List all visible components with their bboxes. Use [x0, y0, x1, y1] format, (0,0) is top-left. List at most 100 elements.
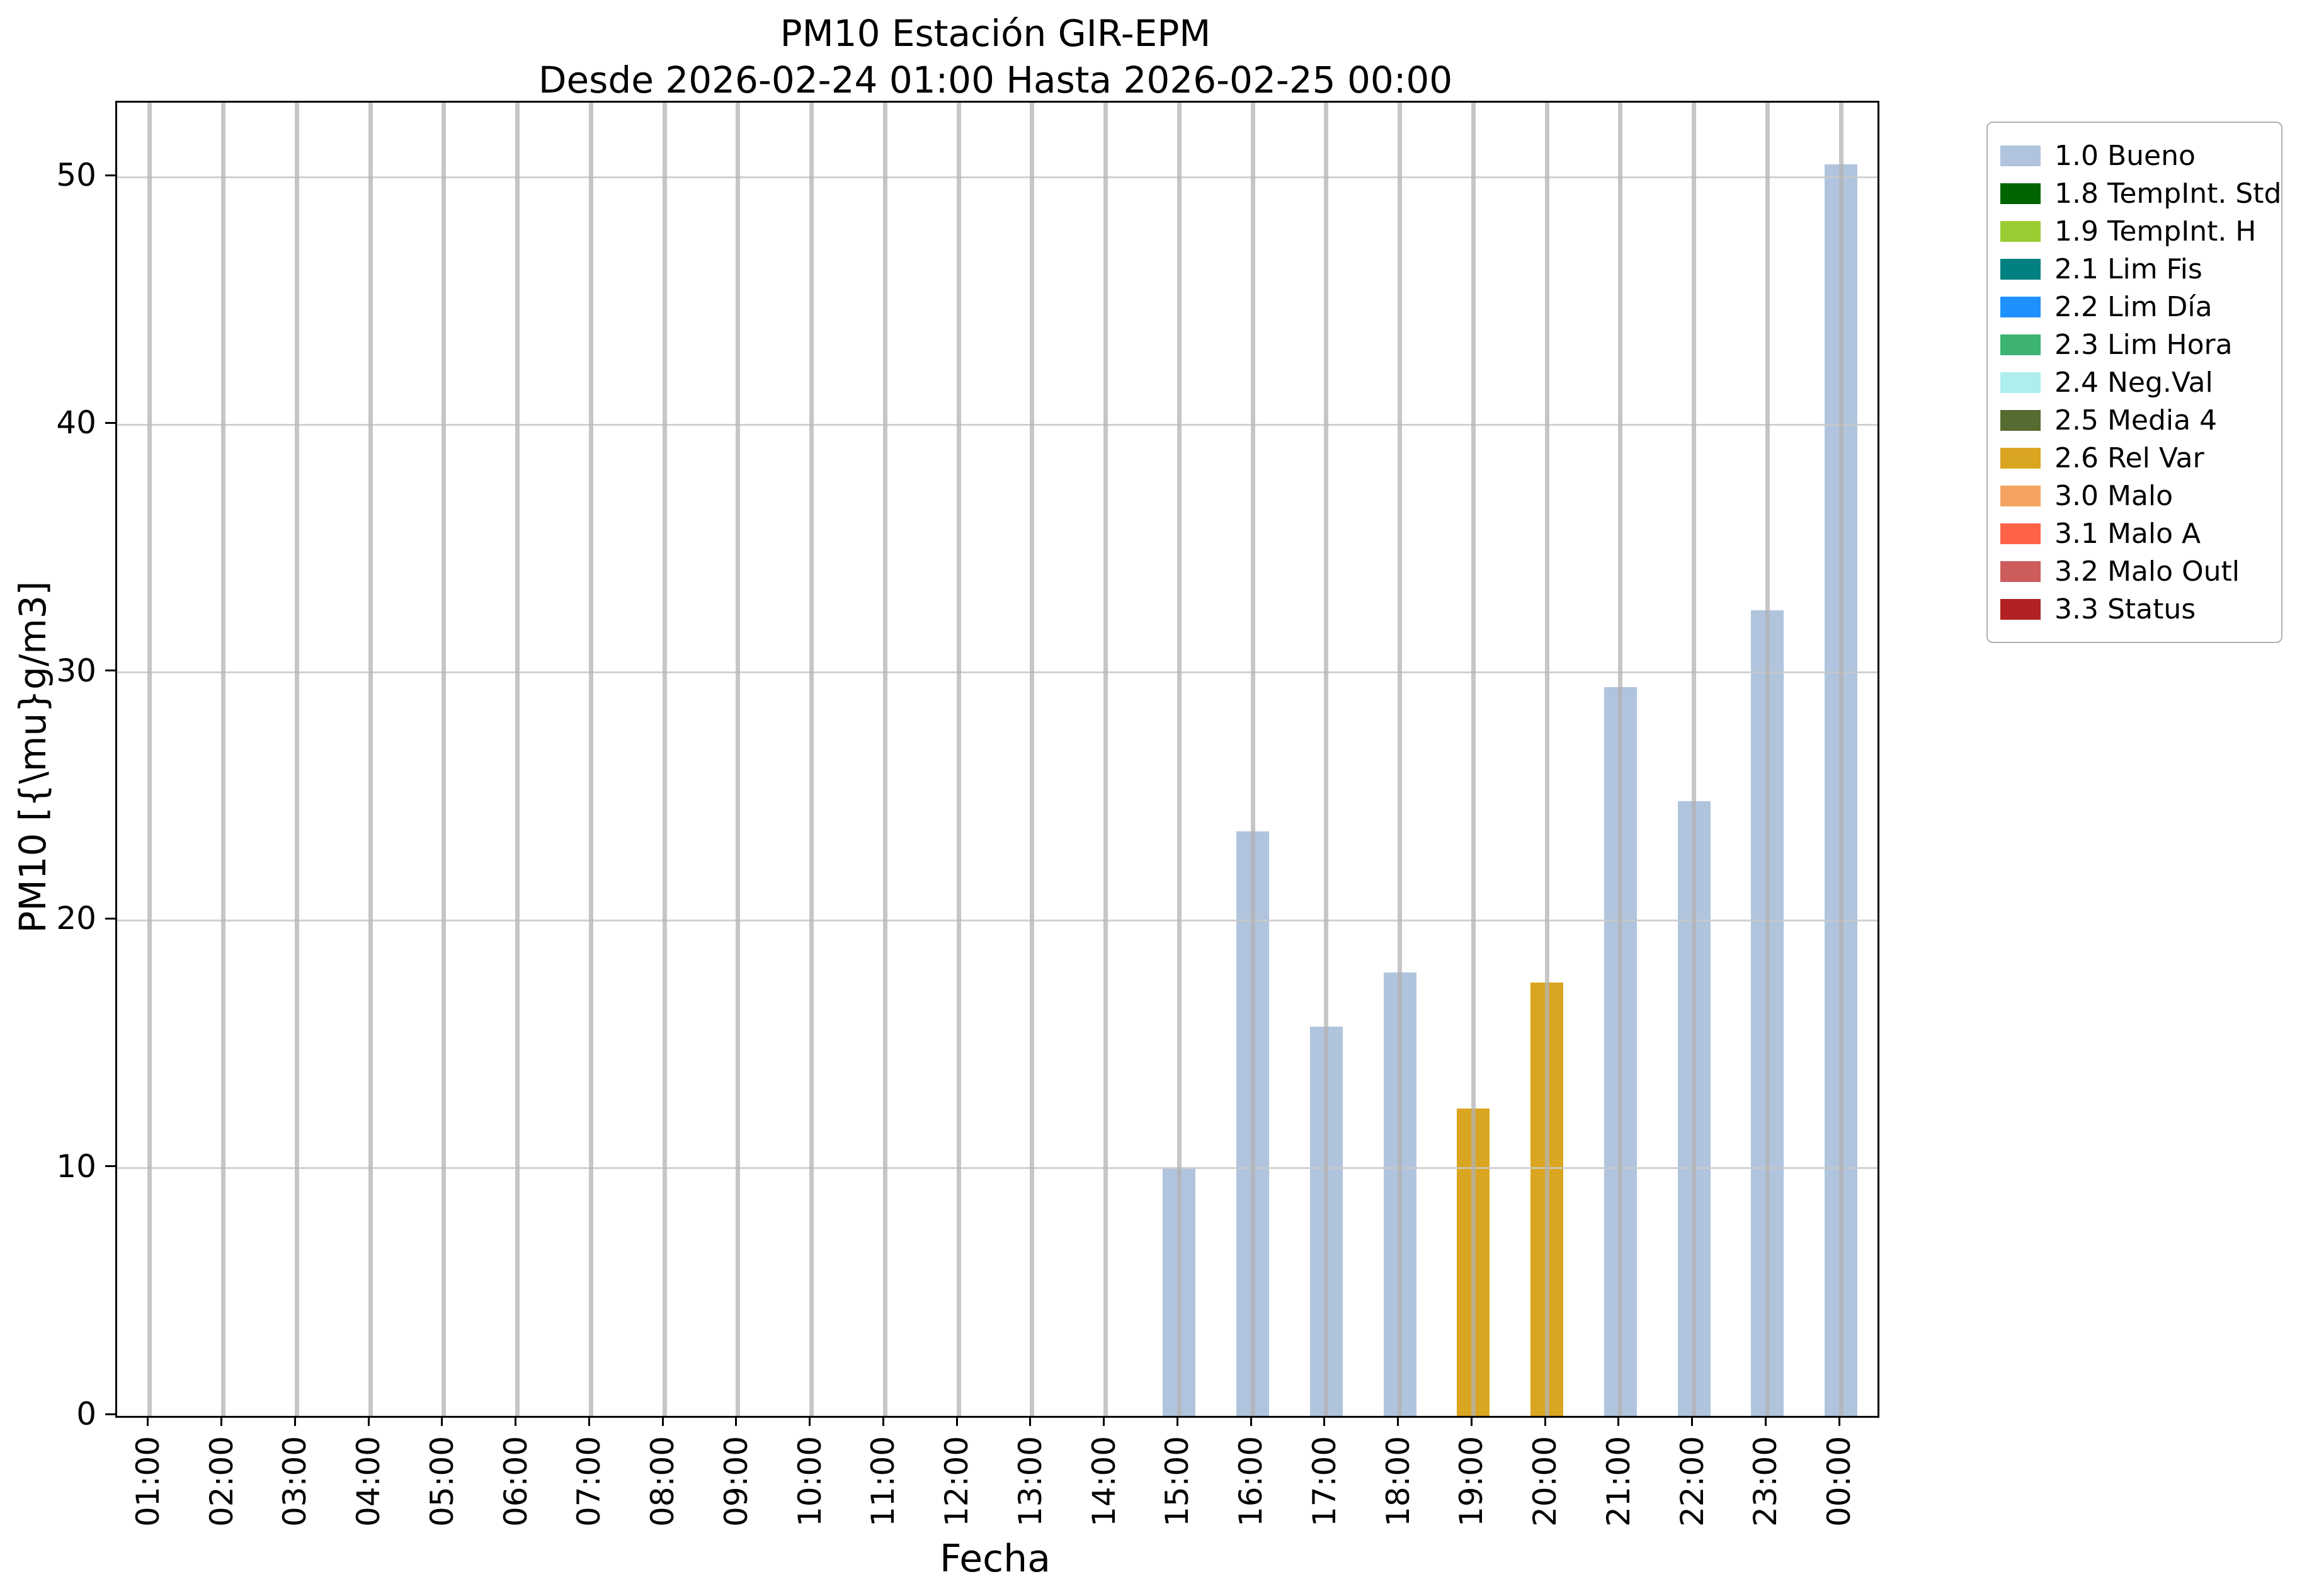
legend-color-patch [2000, 183, 2041, 204]
legend-item: 3.0 Malo [2000, 477, 2269, 515]
gridline-v-21:00 [1618, 103, 1623, 1416]
gridline-h-50 [117, 176, 1877, 178]
legend-item: 1.9 TempInt. H [2000, 212, 2269, 250]
gridline-v-10:00 [809, 103, 814, 1416]
x-tick-mark [1029, 1416, 1032, 1426]
x-axis-label: Fecha [940, 1537, 1051, 1581]
legend-item: 1.0 Bueno [2000, 137, 2269, 174]
y-tick-mark [105, 917, 115, 920]
legend-label: 3.0 Malo [2054, 479, 2174, 512]
x-tick-mark [588, 1416, 590, 1426]
gridline-v-09:00 [736, 103, 741, 1416]
gridline-v-11:00 [882, 103, 887, 1416]
x-tick-label-00:00: 00:00 [1821, 1435, 1858, 1527]
x-tick-mark [809, 1416, 811, 1426]
legend-item: 3.1 Malo A [2000, 515, 2269, 552]
legend-item: 2.6 Rel Var [2000, 439, 2269, 477]
x-tick-mark [147, 1416, 149, 1426]
legend-item: 2.1 Lim Fis [2000, 250, 2269, 288]
x-tick-mark [1838, 1416, 1840, 1426]
x-tick-label-23:00: 23:00 [1747, 1435, 1784, 1527]
x-tick-label-11:00: 11:00 [865, 1435, 902, 1527]
x-tick-label-14:00: 14:00 [1085, 1435, 1122, 1527]
gridline-v-20:00 [1544, 103, 1549, 1416]
x-tick-mark [220, 1416, 223, 1426]
chart-title-line1: PM10 Estación GIR-EPM [780, 12, 1211, 55]
gridline-h-10 [117, 1167, 1877, 1170]
grid-layer [117, 103, 1877, 1416]
legend-item: 2.4 Neg.Val [2000, 363, 2269, 401]
legend-item: 2.5 Media 4 [2000, 401, 2269, 439]
gridline-v-02:00 [221, 103, 226, 1416]
gridline-v-19:00 [1471, 103, 1476, 1416]
x-tick-mark [1470, 1416, 1473, 1426]
gridline-h-30 [117, 671, 1877, 674]
legend-color-patch [2000, 145, 2041, 166]
x-tick-mark [882, 1416, 884, 1426]
y-tick-mark [105, 174, 115, 176]
y-tick-mark [105, 1165, 115, 1168]
legend-label: 2.2 Lim Día [2054, 290, 2213, 323]
gridline-v-23:00 [1765, 103, 1770, 1416]
legend-item: 1.8 TempInt. Std [2000, 174, 2281, 212]
legend-label: 3.3 Status [2054, 593, 2196, 625]
y-axis-label: PM10 [{\mu}g/m3] [11, 581, 54, 933]
legend-label: 2.6 Rel Var [2054, 442, 2204, 474]
legend-item: 2.3 Lim Hora [2000, 326, 2269, 363]
legend-label: 2.1 Lim Fis [2054, 253, 2202, 285]
x-tick-label-17:00: 17:00 [1306, 1435, 1343, 1527]
x-tick-mark [1691, 1416, 1694, 1426]
x-tick-mark [1176, 1416, 1178, 1426]
legend-color-patch [2000, 485, 2041, 506]
x-tick-mark [1617, 1416, 1620, 1426]
x-tick-mark [1397, 1416, 1399, 1426]
x-tick-label-08:00: 08:00 [644, 1435, 681, 1527]
x-tick-mark [1764, 1416, 1767, 1426]
x-tick-label-18:00: 18:00 [1379, 1435, 1416, 1527]
x-tick-label-20:00: 20:00 [1527, 1435, 1564, 1527]
legend-label: 1.8 TempInt. Std [2054, 177, 2282, 210]
gridline-h-40 [117, 423, 1877, 426]
legend-item: 2.2 Lim Día [2000, 288, 2269, 326]
gridline-v-01:00 [147, 103, 152, 1416]
gridline-v-13:00 [1030, 103, 1035, 1416]
y-tick-label-0: 0 [76, 1396, 96, 1432]
gridline-v-18:00 [1398, 103, 1403, 1416]
chart-title: PM10 Estación GIR-EPM Desde 2026-02-24 0… [115, 10, 1876, 103]
x-tick-mark [1103, 1416, 1105, 1426]
legend-color-patch [2000, 372, 2041, 393]
x-tick-label-22:00: 22:00 [1673, 1435, 1711, 1527]
gridline-v-17:00 [1324, 103, 1329, 1416]
x-tick-label-19:00: 19:00 [1453, 1435, 1490, 1527]
x-tick-mark [1323, 1416, 1326, 1426]
legend-color-patch [2000, 561, 2041, 582]
gridline-v-22:00 [1692, 103, 1697, 1416]
gridline-v-05:00 [442, 103, 447, 1416]
x-tick-mark [1250, 1416, 1252, 1426]
x-tick-mark [367, 1416, 370, 1426]
legend-item: 3.2 Malo Outl [2000, 552, 2269, 590]
x-tick-label-02:00: 02:00 [203, 1435, 240, 1527]
gridline-v-14:00 [1103, 103, 1108, 1416]
gridline-v-16:00 [1250, 103, 1255, 1416]
x-tick-label-04:00: 04:00 [350, 1435, 387, 1527]
y-tick-label-40: 40 [56, 404, 96, 442]
x-tick-label-05:00: 05:00 [423, 1435, 460, 1527]
x-tick-label-16:00: 16:00 [1233, 1435, 1270, 1527]
legend: 1.0 Bueno 1.8 TempInt. Std 1.9 TempInt. H 2… [1986, 122, 2282, 643]
x-tick-label-06:00: 06:00 [497, 1435, 534, 1527]
x-tick-label-07:00: 07:00 [571, 1435, 608, 1527]
x-tick-mark [1544, 1416, 1546, 1426]
gridline-v-12:00 [956, 103, 961, 1416]
x-tick-mark [661, 1416, 664, 1426]
gridline-v-06:00 [515, 103, 520, 1416]
legend-color-patch [2000, 220, 2041, 242]
x-tick-label-10:00: 10:00 [791, 1435, 828, 1527]
y-tick-mark [105, 1413, 115, 1415]
x-tick-label-13:00: 13:00 [1011, 1435, 1049, 1527]
gridline-v-03:00 [294, 103, 299, 1416]
x-tick-label-09:00: 09:00 [717, 1435, 755, 1527]
x-tick-label-01:00: 01:00 [129, 1435, 166, 1527]
legend-label: 2.3 Lim Hora [2054, 328, 2233, 361]
